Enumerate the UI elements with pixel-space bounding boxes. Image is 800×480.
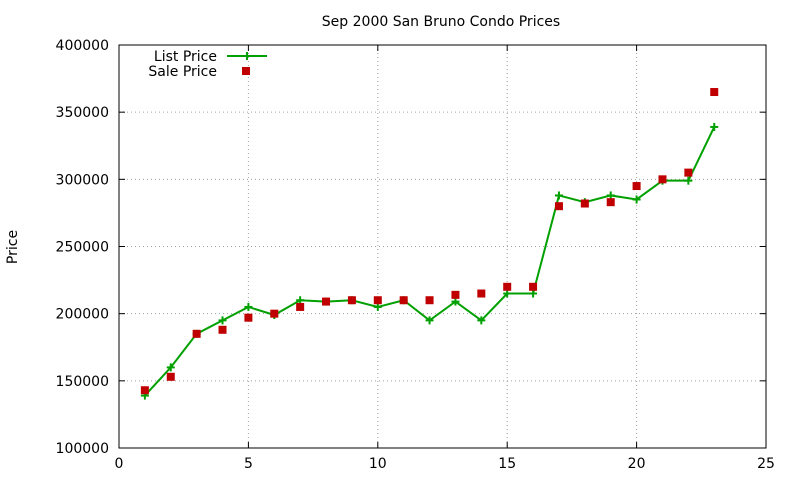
list-price-point	[684, 176, 693, 185]
x-tick-label: 25	[757, 456, 775, 472]
x-tick-label: 20	[628, 456, 646, 472]
x-tick-label: 10	[369, 456, 387, 472]
y-tick-label: 400000	[56, 38, 109, 54]
sale-price-point	[658, 175, 667, 184]
y-tick-label: 150000	[56, 374, 109, 390]
grid-layer	[119, 45, 766, 448]
list-price-point	[632, 195, 641, 204]
sale-price-point	[347, 296, 356, 305]
list-price-point	[166, 363, 175, 372]
y-axis-label: Price	[5, 230, 21, 264]
sale-price-point	[580, 199, 589, 208]
series-layer	[140, 88, 719, 400]
legend-label-list-price: List Price	[154, 49, 217, 65]
y-tick-label: 100000	[56, 441, 109, 457]
list-price-point	[373, 302, 382, 311]
plot-frame	[118, 44, 767, 449]
list-price-point	[218, 316, 227, 325]
list-price-point	[477, 316, 486, 325]
legend: List Price Sale Price	[148, 49, 267, 80]
legend-marker-sale-price	[242, 67, 250, 75]
x-tick-label: 0	[115, 456, 124, 472]
sale-price-point	[373, 296, 382, 305]
list-price-point	[244, 302, 253, 311]
list-price-point	[503, 289, 512, 298]
list-price-point	[529, 289, 538, 298]
y-tick-label: 250000	[56, 240, 109, 256]
sale-price-point	[684, 168, 693, 177]
sale-price-point	[451, 290, 460, 299]
y-tick-label: 200000	[56, 307, 109, 323]
sale-price-point	[270, 309, 279, 318]
sale-price-point	[192, 329, 201, 338]
sale-price-point	[296, 302, 305, 311]
list-price-point	[296, 296, 305, 305]
chart-title: Sep 2000 San Bruno Condo Prices	[322, 14, 560, 30]
sale-price-point	[140, 386, 149, 395]
ticks-layer: 0 5 10 15 20 25 100000 150000 200000 250000 300000…	[56, 38, 775, 472]
sale-price-point	[477, 289, 486, 298]
sale-price-point	[554, 202, 563, 211]
sale-price-point	[503, 282, 512, 291]
list-price-line	[144, 126, 716, 397]
legend-marker-list-price	[243, 52, 251, 60]
y-tick-label: 300000	[56, 172, 109, 188]
x-tick-label: 15	[498, 456, 516, 472]
sale-price-point	[425, 296, 434, 305]
sale-price-point	[632, 182, 641, 191]
sale-price-point	[606, 198, 615, 207]
sale-price-point	[218, 325, 227, 334]
sale-price-point	[529, 282, 538, 291]
sale-price-point	[399, 296, 408, 305]
sale-price-point	[710, 88, 719, 97]
sale-price-point	[322, 297, 331, 306]
list-price-point	[606, 191, 615, 200]
y-tick-label: 350000	[56, 105, 109, 121]
list-price-point	[554, 191, 563, 200]
x-tick-label: 5	[244, 456, 253, 472]
legend-label-sale-price: Sale Price	[148, 64, 217, 80]
list-price-point	[451, 297, 460, 306]
list-price-point	[425, 316, 434, 325]
list-price-point	[710, 122, 719, 131]
sale-price-point	[166, 372, 175, 381]
sale-price-point	[244, 313, 253, 322]
